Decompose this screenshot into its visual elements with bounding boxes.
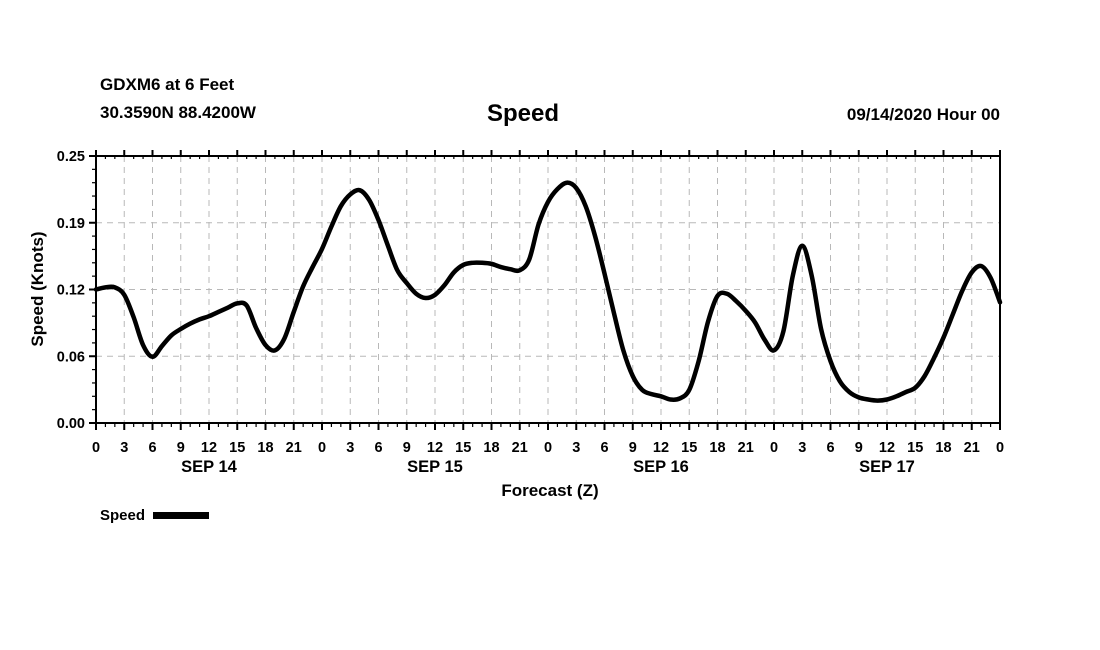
x-day-label: SEP 17	[859, 458, 915, 476]
x-tick-label: 3	[120, 440, 128, 456]
x-tick-label: 18	[483, 440, 499, 456]
x-tick-label: 0	[92, 440, 100, 456]
x-tick-label: 12	[653, 440, 669, 456]
x-tick-label: 21	[738, 440, 754, 456]
legend: Speed	[100, 507, 210, 524]
legend-line-swatch	[153, 512, 210, 519]
x-tick-label: 0	[318, 440, 326, 456]
station-name: GDXM6 at 6 Feet	[100, 75, 235, 94]
x-tick-label: 12	[201, 440, 217, 456]
x-tick-label: 6	[600, 440, 608, 456]
y-tick-label: 0.19	[57, 216, 85, 232]
x-tick-label: 18	[935, 440, 951, 456]
y-tick-label: 0.06	[57, 349, 85, 365]
x-tick-label: 3	[346, 440, 354, 456]
y-tick-label: 0.12	[57, 283, 85, 299]
x-tick-label: 21	[286, 440, 302, 456]
chart-title: Speed	[486, 100, 560, 127]
model-run-label: 09/14/2020 Hour 00	[846, 105, 1000, 124]
x-tick-label: 9	[855, 440, 863, 456]
x-day-label: SEP 15	[407, 458, 463, 476]
x-tick-label: 21	[964, 440, 980, 456]
x-tick-label: 21	[512, 440, 528, 456]
x-tick-label: 6	[374, 440, 382, 456]
legend-series-label: Speed	[100, 507, 146, 524]
speed-series-line	[93, 180, 1003, 403]
x-tick-label: 12	[427, 440, 443, 456]
x-tick-label: 0	[770, 440, 778, 456]
x-day-label: SEP 16	[633, 458, 689, 476]
x-tick-label: 6	[148, 440, 156, 456]
x-tick-label: 18	[257, 440, 273, 456]
x-axis-title: Forecast (Z)	[501, 481, 599, 500]
x-tick-label: 15	[681, 440, 697, 456]
station-coordinates: 30.3590N 88.4200W	[100, 103, 256, 122]
x-tick-label: 3	[572, 440, 580, 456]
x-tick-label: 9	[629, 440, 637, 456]
x-tick-label: 3	[798, 440, 806, 456]
x-tick-label: 9	[403, 440, 411, 456]
x-tick-label: 15	[907, 440, 923, 456]
x-tick-label: 9	[177, 440, 185, 456]
y-tick-label: 0.00	[57, 416, 85, 432]
x-day-label: SEP 14	[181, 458, 237, 476]
x-tick-label: 15	[455, 440, 471, 456]
x-tick-label: 0	[996, 440, 1004, 456]
x-tick-label: 12	[879, 440, 895, 456]
x-tick-label: 0	[544, 440, 552, 456]
x-tick-label: 6	[826, 440, 834, 456]
y-tick-label: 0.25	[57, 149, 85, 165]
x-tick-label: 18	[709, 440, 725, 456]
x-tick-label: 15	[229, 440, 245, 456]
